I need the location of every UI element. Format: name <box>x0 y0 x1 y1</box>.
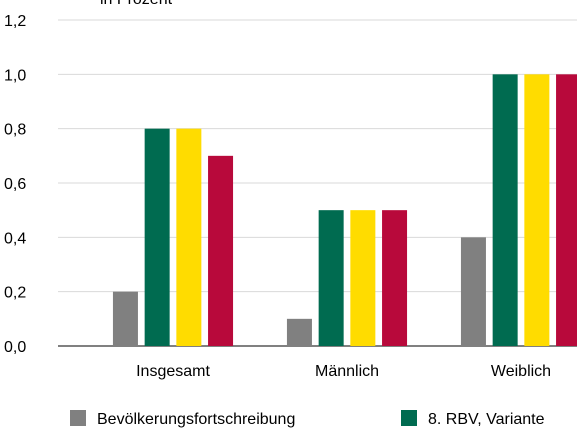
y-tick-label: 0,0 <box>4 339 26 356</box>
bar <box>318 210 344 346</box>
bar <box>176 128 202 346</box>
y-tick-label: 1,0 <box>4 67 26 84</box>
y-tick-label: 0,2 <box>4 285 26 302</box>
bar <box>144 128 170 346</box>
y-tick-label: 0,8 <box>4 122 26 139</box>
bar <box>208 155 234 346</box>
bar <box>492 74 518 346</box>
bar <box>524 74 550 346</box>
legend-label: 8. RBV, Variante <box>428 411 545 428</box>
x-tick-label: Weiblich <box>491 363 551 380</box>
y-tick-label: 0,4 <box>4 230 26 247</box>
y-tick-label: 1,2 <box>4 13 26 30</box>
bar <box>556 74 577 346</box>
legend-swatch <box>70 410 86 426</box>
bar <box>350 210 376 346</box>
x-tick-label: Männlich <box>315 363 379 380</box>
chart-subtitle: in Prozent <box>100 0 173 8</box>
x-tick-label: Insgesamt <box>136 363 210 380</box>
bar <box>286 318 312 346</box>
legend-label: Bevölkerungsfortschreibung <box>97 411 295 428</box>
legend-swatch <box>401 410 417 426</box>
bar <box>382 210 408 346</box>
bar <box>460 237 486 346</box>
y-tick-label: 0,6 <box>4 176 26 193</box>
bar <box>112 291 138 346</box>
